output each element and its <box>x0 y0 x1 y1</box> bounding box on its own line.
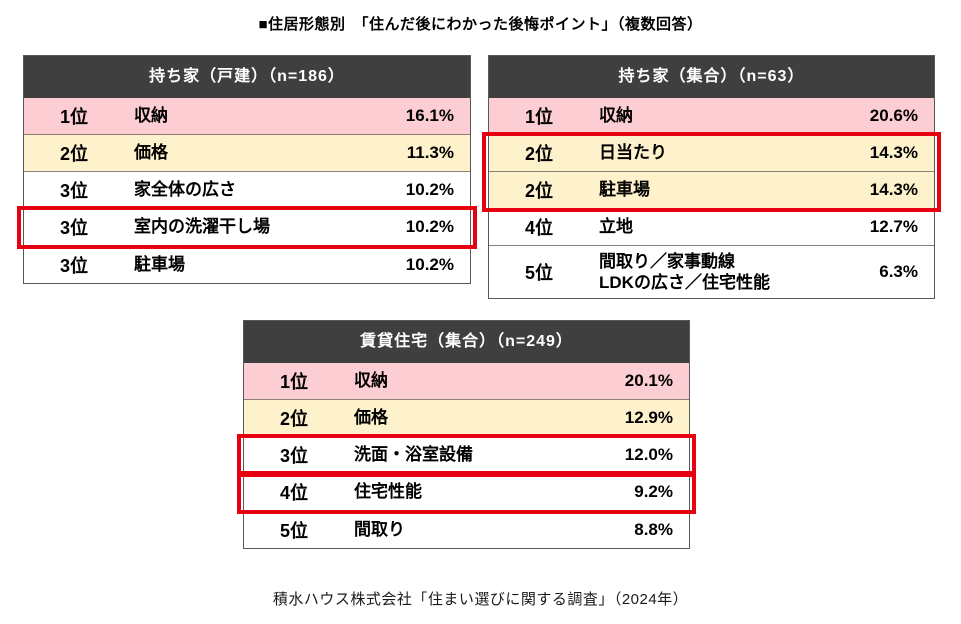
rank-cell: 4位 <box>524 218 553 238</box>
item-cell: 収納 <box>134 106 168 126</box>
highlight-box: 3位 室内の洗濯干し場 10.2% <box>17 206 477 249</box>
table-row: 3位 駐車場 10.2% <box>24 246 470 283</box>
source-note: 積水ハウス株式会社「住まい選びに関する調査」（2024年） <box>272 591 689 608</box>
item-cell: 価格 <box>134 143 168 163</box>
table-owned-condo: 持ち家（集合）（n=63） 1位 収納 20.6% 2位 日当たり 14.3% … <box>482 55 941 299</box>
highlight-box: 3位 洗面・浴室設備 12.0% <box>237 434 696 477</box>
value-cell: 14.3% <box>869 180 918 199</box>
rank-cell: 1位 <box>59 107 88 127</box>
value-cell: 14.3% <box>869 143 918 162</box>
highlight-box: 2位 日当たり 14.3% 2位 駐車場 14.3% <box>482 132 941 212</box>
table-owned-detached-body: 1位 収納 16.1% 2位 価格 11.3% 3位 家全体の広さ 10.2% … <box>17 98 477 283</box>
table-row-highlighted: 3位 室内の洗濯干し場 10.2% <box>24 209 470 246</box>
rank-cell: 5位 <box>524 263 553 283</box>
value-cell: 16.1% <box>405 106 454 125</box>
value-cell: 8.8% <box>634 519 673 539</box>
item-cell: 日当たり <box>599 143 667 163</box>
page-title: ■住居形態別 「住んだ後にわかった後悔ポイント」（複数回答） <box>258 16 703 33</box>
highlight-box: 4位 住宅性能 9.2% <box>237 471 696 514</box>
rank-cell: 5位 <box>279 520 308 541</box>
table-owned-detached: 持ち家（戸建）（n=186） 1位 収納 16.1% 2位 価格 11.3% 3… <box>17 55 477 284</box>
table-row: 4位 立地 12.7% <box>489 209 934 246</box>
value-cell: 12.7% <box>869 217 918 236</box>
table-row: 5位 間取り 8.8% <box>244 511 689 548</box>
value-cell: 11.3% <box>406 143 454 162</box>
table-row: 5位 間取り／家事動線 LDKの広さ／住宅性能 6.3% <box>489 246 934 298</box>
rank-cell: 3位 <box>59 181 88 201</box>
table-row: 1位 収納 20.1% <box>244 363 689 400</box>
table-owned-detached-header: 持ち家（戸建）（n=186） <box>24 56 470 98</box>
item-cell: 収納 <box>599 106 633 126</box>
table-row-highlighted: 3位 洗面・浴室設備 12.0% <box>244 437 689 474</box>
rank-cell: 2位 <box>59 144 88 164</box>
value-cell: 10.2% <box>405 254 454 274</box>
item-cell: 立地 <box>599 217 633 237</box>
table-rental-condo-header: 賃貸住宅（集合）（n=249） <box>244 321 689 363</box>
item-cell: 駐車場 <box>134 254 185 274</box>
item-cell: 間取り／家事動線 LDKの広さ／住宅性能 <box>599 251 770 292</box>
value-cell: 20.1% <box>624 371 673 390</box>
table-rental-condo-body: 1位 収納 20.1% 2位 価格 12.9% 3位 洗面・浴室設備 12.0%… <box>237 363 696 548</box>
table-row: 2位 価格 11.3% <box>24 135 470 172</box>
table-row: 3位 家全体の広さ 10.2% <box>24 172 470 209</box>
rank-cell: 3位 <box>279 446 308 466</box>
rank-cell: 1位 <box>279 372 308 392</box>
rank-cell: 2位 <box>279 409 308 429</box>
rank-cell: 2位 <box>524 181 553 201</box>
rank-cell: 2位 <box>524 144 553 164</box>
value-cell: 10.2% <box>405 217 454 236</box>
table-owned-condo-body: 1位 収納 20.6% 2位 日当たり 14.3% 2位 駐車場 14.3% 4… <box>482 98 941 298</box>
table-owned-condo-header: 持ち家（集合）（n=63） <box>489 56 934 98</box>
table-row: 2位 価格 12.9% <box>244 400 689 437</box>
item-cell: 収納 <box>354 371 388 391</box>
value-cell: 9.2% <box>634 482 673 501</box>
table-row: 1位 収納 20.6% <box>489 98 934 135</box>
table-rental-condo: 賃貸住宅（集合）（n=249） 1位 収納 20.1% 2位 価格 12.9% … <box>237 320 696 549</box>
value-cell: 12.9% <box>624 408 673 427</box>
rank-cell: 1位 <box>524 107 553 127</box>
item-cell: 洗面・浴室設備 <box>354 445 473 465</box>
value-cell: 6.3% <box>879 262 918 281</box>
value-cell: 20.6% <box>869 106 918 125</box>
item-cell: 住宅性能 <box>354 482 422 502</box>
table-row-highlighted: 2位 駐車場 14.3% <box>489 172 934 209</box>
item-cell: 室内の洗濯干し場 <box>134 217 270 237</box>
table-row-highlighted: 2位 日当たり 14.3% <box>489 135 934 172</box>
rank-cell: 4位 <box>279 483 308 503</box>
item-cell: 家全体の広さ <box>134 180 236 200</box>
value-cell: 10.2% <box>405 180 454 199</box>
item-cell: 価格 <box>354 408 388 428</box>
table-row-highlighted: 4位 住宅性能 9.2% <box>244 474 689 511</box>
table-row: 1位 収納 16.1% <box>24 98 470 135</box>
value-cell: 12.0% <box>624 445 673 464</box>
item-cell: 間取り <box>354 519 405 539</box>
rank-cell: 3位 <box>59 255 88 276</box>
item-cell: 駐車場 <box>599 180 650 200</box>
rank-cell: 3位 <box>59 218 88 238</box>
